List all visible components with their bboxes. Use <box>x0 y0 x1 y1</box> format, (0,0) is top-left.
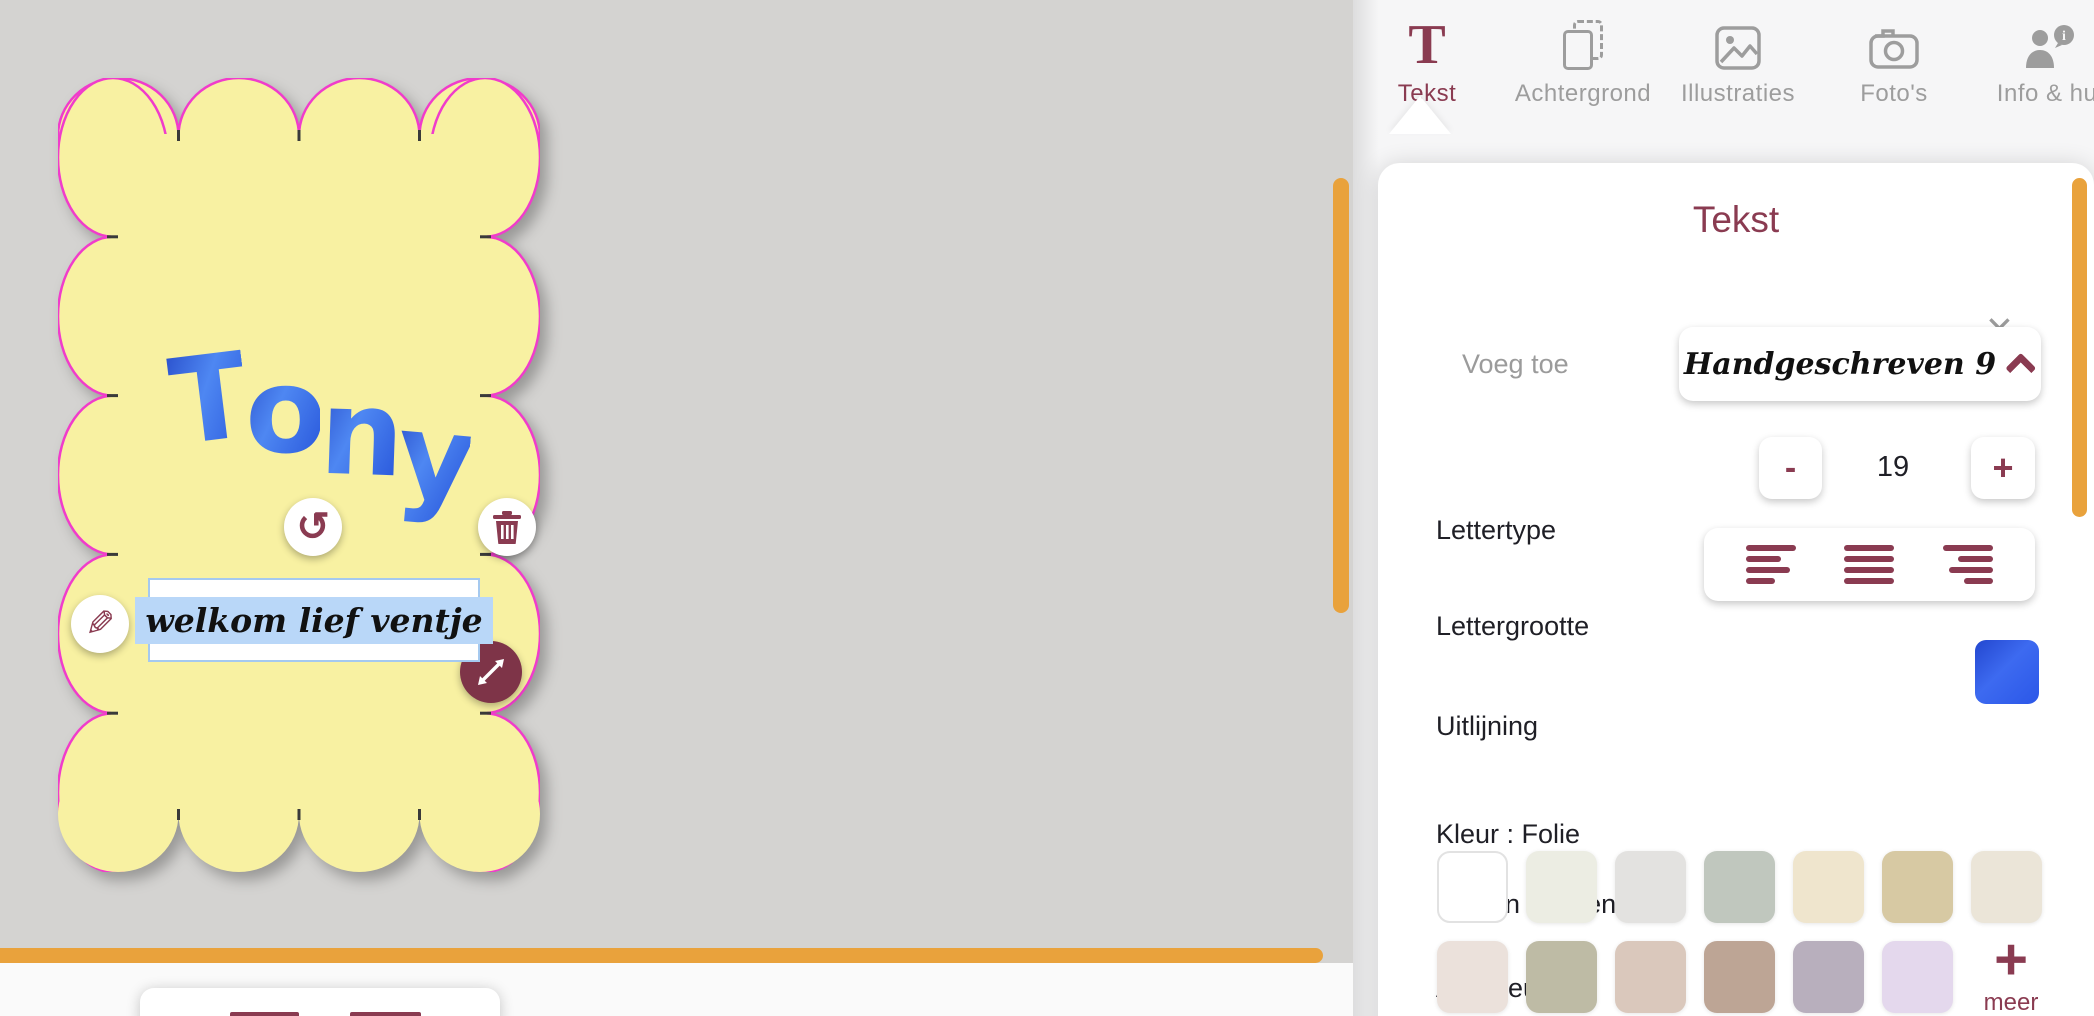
info-help-icon: i <box>2026 25 2074 68</box>
design-canvas[interactable]: Tony ↺ ✎ welkom lief ventje <box>0 0 1353 963</box>
color-swatch[interactable] <box>1437 941 1508 1013</box>
align-right-icon[interactable] <box>1942 544 1993 585</box>
chevron-up-icon <box>2005 352 2037 384</box>
text-element-editor[interactable]: welkom lief ventje <box>135 578 493 662</box>
bottom-strip <box>0 963 1353 1016</box>
plus-icon: + <box>1994 927 2028 992</box>
trash-icon <box>493 511 521 544</box>
cut-tick-marks <box>107 130 491 820</box>
panel-pointer-arrow <box>1389 96 1451 134</box>
color-swatch[interactable] <box>1704 941 1775 1013</box>
color-swatch[interactable] <box>1437 851 1508 923</box>
editor-sidebar: T Tekst Achtergrond Illustraties <box>1353 0 2094 1016</box>
edit-handle-icon[interactable]: ✎ <box>71 595 129 653</box>
svg-text:i: i <box>2062 29 2066 44</box>
thumbnail-accent-bar <box>350 1012 421 1016</box>
panel-scrollbar[interactable] <box>2072 178 2087 517</box>
color-swatch[interactable] <box>1882 941 1953 1013</box>
toolbar-item-info-hulp[interactable]: i Info & hul <box>1970 18 2094 108</box>
toolbar-item-achtergrond[interactable]: Achtergrond <box>1503 18 1663 108</box>
text-icon: T <box>1408 14 1446 76</box>
color-swatch[interactable] <box>1793 941 1864 1013</box>
color-foil-label: Kleur : Folie <box>1436 819 1581 849</box>
panel-title: Tekst <box>1692 199 1780 240</box>
canvas-horizontal-scrollbar[interactable] <box>0 948 1323 963</box>
illustrations-icon <box>1715 26 1761 70</box>
color-swatch[interactable] <box>1704 851 1775 923</box>
alignment-label: Uitlijning <box>1436 711 1539 741</box>
color-swatch[interactable] <box>1526 851 1597 923</box>
toolbar-item-fotos[interactable]: Info & hul Foto's <box>1814 18 1974 108</box>
color-swatch[interactable] <box>1793 851 1864 923</box>
color-swatch[interactable] <box>1882 851 1953 923</box>
align-left-icon[interactable] <box>1746 544 1797 585</box>
more-colors-button[interactable]: + meer <box>1971 927 2051 1016</box>
toolbar-item-illustraties[interactable]: Illustraties <box>1658 18 1818 108</box>
thumbnail-accent-bar <box>230 1012 299 1016</box>
page-thumbnail-panel[interactable] <box>140 988 500 1016</box>
scalloped-card[interactable] <box>58 78 540 872</box>
selected-text[interactable]: welkom lief ventje <box>135 596 493 644</box>
font-size-label: Lettergrootte <box>1436 611 1590 641</box>
current-color-swatch[interactable] <box>1975 640 2039 704</box>
color-swatch[interactable] <box>1971 851 2042 923</box>
delete-handle-icon[interactable] <box>478 498 536 556</box>
alignment-options <box>1704 528 2035 601</box>
resize-arrows-icon <box>478 659 504 685</box>
font-value: Handgeschreven 9 <box>1683 346 1997 382</box>
top-toolbar: T Tekst Achtergrond Illustraties <box>1353 0 2094 128</box>
background-icon <box>1561 20 1605 70</box>
font-label: Lettertype <box>1436 515 1557 545</box>
tab-voeg-toe[interactable]: Voeg toe <box>1462 349 1569 379</box>
align-center-icon[interactable] <box>1844 544 1895 585</box>
font-size-value: 19 <box>1876 451 1910 483</box>
toolbar-item-tekst[interactable]: T Tekst <box>1397 14 1457 107</box>
color-swatch[interactable] <box>1615 851 1686 923</box>
decrease-size-button[interactable]: - <box>1759 437 1822 499</box>
tekst-panel: Voeg toe Tekst Bewerken × Lettertype Han… <box>1378 163 2094 1016</box>
color-swatch[interactable] <box>1526 941 1597 1013</box>
pencil-icon: ✎ <box>84 603 116 644</box>
increase-size-button[interactable]: + <box>1971 437 2035 499</box>
card-title-text[interactable]: Tony <box>162 325 476 529</box>
canvas-vertical-scrollbar[interactable] <box>1333 178 1349 613</box>
rotate-handle-icon[interactable]: ↺ <box>284 498 342 556</box>
color-swatch[interactable] <box>1615 941 1686 1013</box>
font-dropdown[interactable]: Handgeschreven 9 <box>1679 327 2041 401</box>
camera-icon <box>1869 29 1919 69</box>
